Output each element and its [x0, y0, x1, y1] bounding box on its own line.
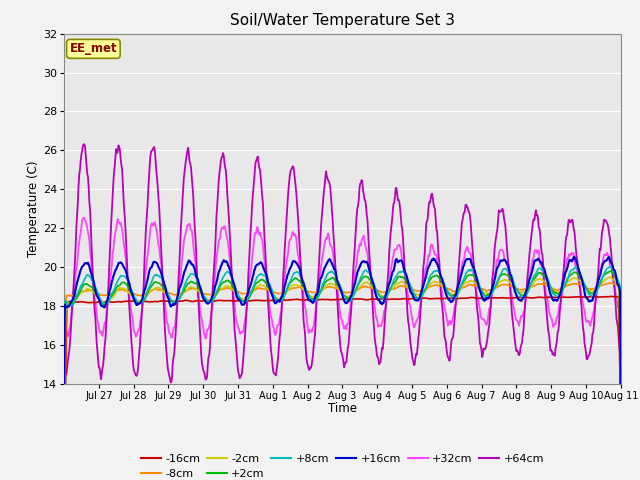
Text: EE_met: EE_met	[70, 42, 117, 55]
Y-axis label: Temperature (C): Temperature (C)	[27, 160, 40, 257]
Legend: -16cm, -8cm, -2cm, +2cm, +8cm, +16cm, +32cm, +64cm: -16cm, -8cm, -2cm, +2cm, +8cm, +16cm, +3…	[136, 449, 548, 480]
X-axis label: Time: Time	[328, 402, 357, 415]
Title: Soil/Water Temperature Set 3: Soil/Water Temperature Set 3	[230, 13, 455, 28]
